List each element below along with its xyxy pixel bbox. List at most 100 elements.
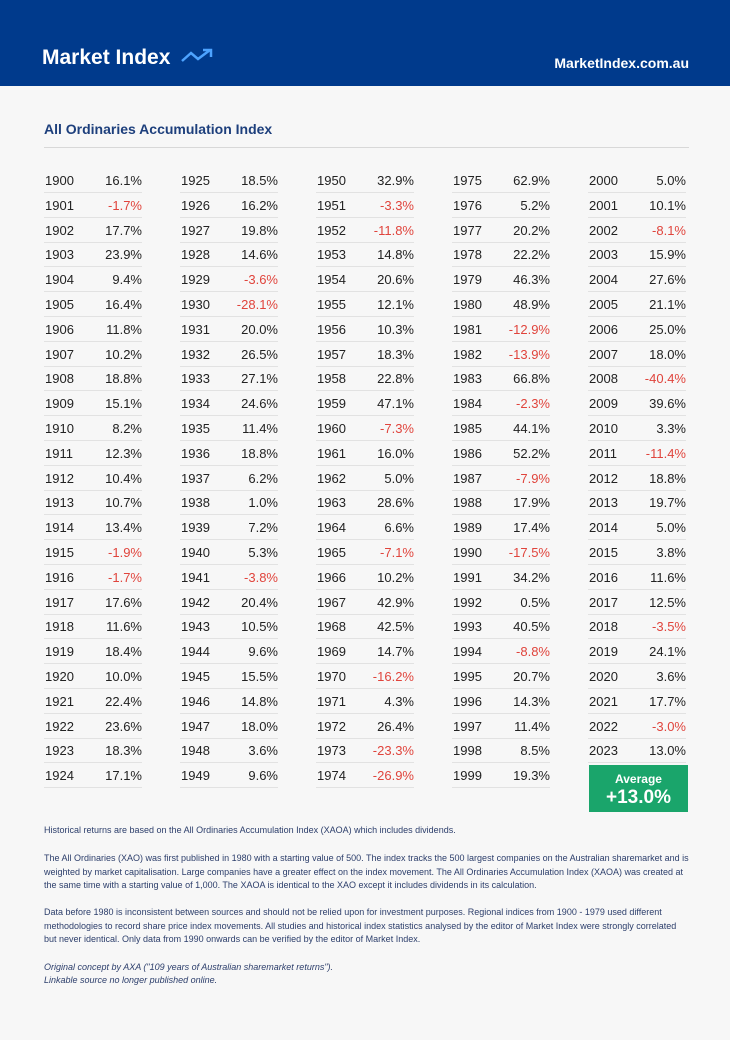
return-value: 11.4% xyxy=(514,718,550,734)
table-row: 1990 -17.5% xyxy=(452,540,550,565)
year: 1927 xyxy=(181,222,210,238)
table-row: 1992 0.5% xyxy=(452,590,550,615)
year: 1948 xyxy=(181,743,210,759)
table-row: 1950 32.9% xyxy=(316,168,414,193)
table-row: 1991 34.2% xyxy=(452,565,550,590)
table-row: 1926 16.2% xyxy=(180,193,278,218)
return-value: 46.3% xyxy=(513,272,550,288)
table-row: 1931 20.0% xyxy=(180,317,278,342)
return-value: 18.5% xyxy=(241,173,278,188)
year: 1965 xyxy=(317,545,346,560)
table-row: 1968 42.5% xyxy=(316,614,414,640)
return-value: 20.6% xyxy=(377,272,414,288)
year: 1909 xyxy=(45,396,74,412)
year: 1962 xyxy=(317,470,346,486)
table-row: 2023 13.0% xyxy=(588,738,686,764)
return-value: -40.4% xyxy=(644,371,686,387)
table-row: 1922 23.6% xyxy=(44,714,142,739)
return-value: -1.7% xyxy=(108,569,142,585)
year: 1999 xyxy=(453,768,482,784)
table-row: 2008 -40.4% xyxy=(588,366,686,392)
average-label: Average xyxy=(615,772,662,786)
year: 1934 xyxy=(181,396,210,412)
return-value: 3.6% xyxy=(656,669,686,684)
return-value: 13.0% xyxy=(649,743,686,759)
year: 1946 xyxy=(181,693,210,709)
year: 1998 xyxy=(453,743,482,759)
return-value: 62.9% xyxy=(513,173,550,188)
return-value: 14.8% xyxy=(241,693,278,709)
return-value: 16.4% xyxy=(105,297,142,312)
year: 1982 xyxy=(453,346,482,362)
return-value: 27.6% xyxy=(649,272,686,288)
table-row: 1946 14.8% xyxy=(180,689,278,714)
year: 2000 xyxy=(589,173,618,188)
year: 1941 xyxy=(181,569,210,585)
return-value: 26.5% xyxy=(241,346,278,362)
return-value: 11.4% xyxy=(242,421,278,436)
year: 1928 xyxy=(181,247,210,263)
return-value: 19.8% xyxy=(241,222,278,238)
site-url[interactable]: MarketIndex.com.au xyxy=(554,55,689,71)
table-row: 1947 18.0% xyxy=(180,714,278,739)
table-row: 1974 -26.9% xyxy=(316,763,414,789)
return-value: 11.6% xyxy=(650,569,686,585)
return-value: 27.1% xyxy=(241,371,278,387)
return-value: 11.6% xyxy=(106,619,142,635)
return-value: 21.1% xyxy=(649,297,686,312)
table-row: 1923 18.3% xyxy=(44,738,142,764)
return-value: 39.6% xyxy=(649,396,686,412)
return-value: 9.4% xyxy=(112,272,142,288)
table-row: 2001 10.1% xyxy=(588,193,686,218)
table-row: 1982 -13.9% xyxy=(452,342,550,367)
return-value: 19.3% xyxy=(513,768,550,784)
return-value: 12.1% xyxy=(377,297,414,312)
return-value: -3.0% xyxy=(652,718,686,734)
year: 1904 xyxy=(45,272,74,288)
return-value: 5.0% xyxy=(656,173,686,188)
table-row: 1932 26.5% xyxy=(180,342,278,367)
return-value: -23.3% xyxy=(372,743,414,759)
return-value: 48.9% xyxy=(513,297,550,312)
table-row: 1927 19.8% xyxy=(180,218,278,243)
table-row: 2020 3.6% xyxy=(588,664,686,689)
table-row: 1939 7.2% xyxy=(180,515,278,541)
return-value: -3.3% xyxy=(380,197,414,213)
year: 1942 xyxy=(181,594,210,610)
return-value: 10.2% xyxy=(377,569,414,585)
header: Market Index MarketIndex.com.au xyxy=(0,0,730,86)
year: 2019 xyxy=(589,644,618,660)
table-row: 1965 -7.1% xyxy=(316,540,414,565)
table-row: 1910 8.2% xyxy=(44,416,142,441)
year: 1929 xyxy=(181,272,210,288)
return-value: -3.5% xyxy=(652,619,686,635)
table-row: 1937 6.2% xyxy=(180,466,278,491)
year: 1953 xyxy=(317,247,346,263)
table-row: 1958 22.8% xyxy=(316,366,414,392)
year: 1987 xyxy=(453,470,482,486)
year: 1968 xyxy=(317,619,346,635)
year: 1903 xyxy=(45,247,74,263)
return-value: 1.0% xyxy=(248,495,278,511)
return-value: -8.8% xyxy=(516,644,550,660)
year: 1983 xyxy=(453,371,482,387)
table-row: 1976 5.2% xyxy=(452,193,550,218)
table-row: 1948 3.6% xyxy=(180,738,278,764)
year: 1973 xyxy=(317,743,346,759)
logo[interactable]: Market Index xyxy=(42,46,214,70)
table-row: 1921 22.4% xyxy=(44,689,142,714)
year: 1990 xyxy=(453,545,482,560)
year: 1952 xyxy=(317,222,346,238)
table-row: 1972 26.4% xyxy=(316,714,414,739)
year: 1921 xyxy=(45,693,74,709)
year: 1922 xyxy=(45,718,74,734)
table-row: 1901 -1.7% xyxy=(44,193,142,218)
table-row: 1999 19.3% xyxy=(452,763,550,789)
return-value: 10.3% xyxy=(377,321,414,337)
return-value: 22.4% xyxy=(105,693,142,709)
return-value: 9.6% xyxy=(248,644,278,660)
year: 1960 xyxy=(317,421,346,436)
table-row: 1997 11.4% xyxy=(452,714,550,739)
table-row: 2007 18.0% xyxy=(588,342,686,367)
